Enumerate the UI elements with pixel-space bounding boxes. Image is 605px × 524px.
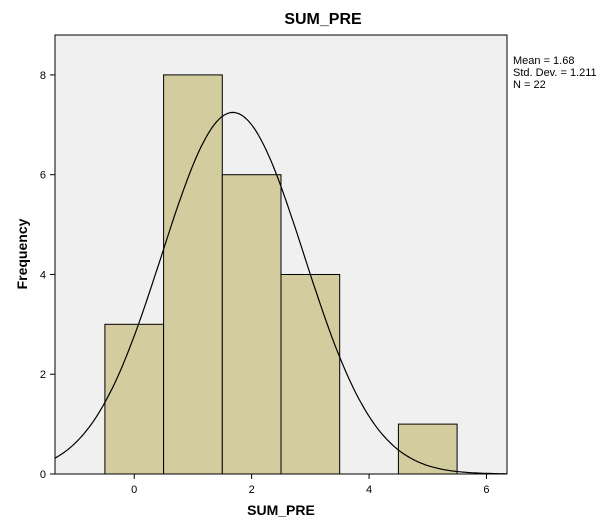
histogram-bar (397, 423, 458, 475)
histogram-bar (163, 74, 223, 475)
chart-title: SUM_PRE (284, 11, 362, 28)
y-tick-label: 0 (40, 469, 46, 481)
x-tick-label: 2 (249, 484, 255, 496)
histogram-bar (221, 174, 282, 475)
y-tick-label: 8 (40, 70, 46, 82)
y-tick-label: 4 (40, 269, 46, 281)
histogram-bar (280, 274, 341, 475)
stat-mean: Mean = 1.68 (513, 55, 574, 67)
x-tick-label: 6 (483, 484, 489, 496)
y-axis-title: Frequency (14, 218, 30, 289)
stat-n: N = 22 (513, 79, 546, 91)
y-tick-label: 6 (40, 170, 46, 182)
histogram-bar (104, 323, 165, 475)
y-tick-label: 2 (40, 369, 46, 381)
normal-curve (54, 111, 507, 475)
statistics-box: Mean = 1.68 Std. Dev. = 1.211 N = 22 (513, 55, 597, 91)
x-axis-title: SUM_PRE (247, 502, 315, 518)
x-tick-label: 0 (131, 484, 137, 496)
stat-std-dev: Std. Dev. = 1.211 (513, 67, 597, 79)
x-tick-label: 4 (366, 484, 372, 496)
bars-group (104, 74, 458, 475)
y-axis-ticks: 0 2 4 6 8 (40, 70, 55, 481)
x-axis-ticks: 0 2 4 6 (131, 474, 490, 496)
